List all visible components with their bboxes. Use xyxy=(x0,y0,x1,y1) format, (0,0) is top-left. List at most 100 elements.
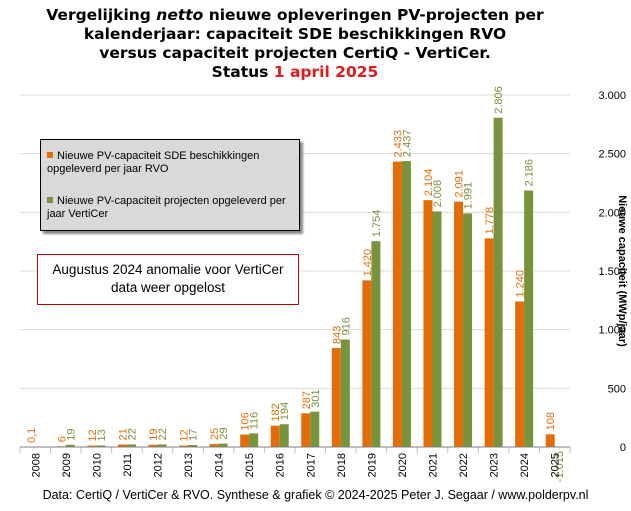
source-footer: Data: CertiQ / VertiCer & RVO. Synthese … xyxy=(42,488,589,502)
bar-sde-2016 xyxy=(270,425,280,447)
data-label-sde-2023: 1.778 xyxy=(484,207,496,235)
x-tick-label-2015: 2015 xyxy=(244,453,256,477)
bar-sde-2025 xyxy=(545,434,555,447)
bar-sde-2021 xyxy=(423,200,433,447)
data-label-verticer-2014: 29 xyxy=(218,427,230,439)
bar-verticer-2011 xyxy=(126,444,136,447)
bar-verticer-2013 xyxy=(188,445,198,447)
data-label-verticer-2012: 22 xyxy=(157,428,169,440)
bar-verticer-2023 xyxy=(493,117,503,447)
bar-sde-2013 xyxy=(179,445,189,447)
data-label-sde-2022: 2.091 xyxy=(454,170,466,198)
bar-verticer-2009 xyxy=(65,444,75,447)
bar-verticer-2020 xyxy=(401,161,411,448)
x-tick-label-2019: 2019 xyxy=(366,453,378,477)
bar-verticer-2022 xyxy=(463,213,473,447)
data-label-verticer-2020: 2.437 xyxy=(401,130,413,158)
x-tick-label-2014: 2014 xyxy=(214,453,226,477)
data-label-sde-2019: 1.420 xyxy=(362,249,374,277)
bar-verticer-2010 xyxy=(96,445,106,447)
legend-swatch-verticer xyxy=(47,197,53,203)
y-tick-label-0: 0 xyxy=(620,442,626,454)
y-axis-title: Nieuwe capaciteit (MWp/jaar) xyxy=(616,195,628,347)
data-label-verticer-2022: 1.991 xyxy=(463,182,475,210)
data-label-verticer-2017: 301 xyxy=(310,389,322,407)
x-tick-label-2021: 2021 xyxy=(428,453,440,477)
x-tick-label-2020: 2020 xyxy=(397,453,409,477)
x-tick-label-2023: 2023 xyxy=(489,453,501,477)
y-tick-label-2500: 2.500 xyxy=(598,149,626,161)
bar-sde-2023 xyxy=(484,238,494,447)
bar-sde-2020 xyxy=(392,161,402,447)
data-label-sde-2021: 2.104 xyxy=(423,169,435,197)
x-tick-label-2010: 2010 xyxy=(91,453,103,477)
data-label-sde-2020: 2.433 xyxy=(392,130,404,158)
x-tick-label-2013: 2013 xyxy=(183,453,195,477)
data-label-sde-2015: 106 xyxy=(240,412,252,430)
x-tick-label-2016: 2016 xyxy=(275,453,287,477)
data-label-verticer-2013: 17 xyxy=(188,429,200,441)
data-label-sde-2008: 0,1 xyxy=(26,428,38,443)
bar-sde-2015 xyxy=(240,434,250,447)
bar-sde-2012 xyxy=(148,444,158,447)
bar-sde-2017 xyxy=(301,413,311,447)
x-tick-label-2011: 2011 xyxy=(122,453,134,477)
x-tick-label-2009: 2009 xyxy=(61,453,73,477)
data-label-verticer-2015: 116 xyxy=(249,412,261,430)
x-tick-label-2018: 2018 xyxy=(336,453,348,477)
legend-label-verticer: Nieuwe PV-capaciteit projecten opgelever… xyxy=(47,195,286,220)
data-label-sde-2013: 12 xyxy=(179,429,191,441)
bar-verticer-2015 xyxy=(249,433,259,447)
bar-verticer-2021 xyxy=(432,211,442,447)
legend-item-verticer: Nieuwe PV-capaciteit projecten opgelever… xyxy=(47,195,297,221)
bar-sde-2024 xyxy=(515,301,525,447)
data-label-verticer-2024: 2.186 xyxy=(524,159,536,187)
bar-verticer-2014 xyxy=(218,443,228,447)
bar-sde-2011 xyxy=(117,444,127,447)
data-label-sde-2014: 25 xyxy=(209,428,221,440)
anomaly-note: Augustus 2024 anomalie voor VertiCer dat… xyxy=(37,254,299,305)
title-line4-pre: Status xyxy=(211,63,274,81)
chart-legend: Nieuwe PV-capaciteit SDE beschikkingen o… xyxy=(40,139,300,231)
data-label-sde-2016: 182 xyxy=(270,403,282,421)
y-tick-label-3000: 3.000 xyxy=(598,90,626,102)
data-label-sde-2018: 843 xyxy=(331,326,343,344)
title-status-date: 1 april 2025 xyxy=(273,63,379,81)
bar-sde-2010 xyxy=(87,445,97,447)
title-line3: versus capaciteit projecten CertiQ - Ver… xyxy=(99,44,491,62)
bar-sde-2019 xyxy=(362,280,372,447)
data-label-sde-2009: 6 xyxy=(56,436,68,442)
bar-sde-2022 xyxy=(454,201,464,447)
title-line1-italic: netto xyxy=(156,6,204,24)
data-label-verticer-2019: 1.754 xyxy=(371,210,383,238)
data-label-verticer-2010: 13 xyxy=(96,429,108,441)
x-tick-label-2022: 2022 xyxy=(458,453,470,477)
data-label-verticer-2023: 2.806 xyxy=(493,86,505,114)
data-label-sde-2012: 19 xyxy=(148,429,160,441)
x-tick-label-2024: 2024 xyxy=(519,453,531,477)
data-label-verticer-2011: 22 xyxy=(126,428,138,440)
chart-title: Vergelijking netto nieuwe opleveringen P… xyxy=(0,6,590,82)
bar-verticer-2017 xyxy=(310,411,320,447)
anomaly-note-text: Augustus 2024 anomalie voor VertiCer dat… xyxy=(52,262,284,295)
legend-swatch-sde xyxy=(47,152,53,158)
legend-label-sde: Nieuwe PV-capaciteit SDE beschikkingen o… xyxy=(47,150,260,175)
data-label-verticer-2021: 2.008 xyxy=(432,180,444,208)
legend-item-sde: Nieuwe PV-capaciteit SDE beschikkingen o… xyxy=(47,150,297,176)
data-label-verticer-2018: 916 xyxy=(340,317,352,335)
bar-verticer-2018 xyxy=(340,339,350,447)
data-label-sde-2024: 1.240 xyxy=(515,270,527,298)
x-tick-label-2025: 2025 xyxy=(550,453,562,477)
bar-sde-2014 xyxy=(209,444,219,447)
title-line1-post: nieuwe opleveringen PV-projecten per xyxy=(203,6,544,24)
x-tick-label-2012: 2012 xyxy=(153,453,165,477)
data-label-verticer-2009: 19 xyxy=(65,429,77,441)
y-tick-label-1500: 1.500 xyxy=(598,266,626,278)
data-label-sde-2010: 12 xyxy=(87,429,99,441)
title-line1-pre: Vergelijking xyxy=(46,6,157,24)
bar-sde-2018 xyxy=(331,348,341,447)
bar-verticer-2012 xyxy=(157,444,167,447)
bar-verticer-2024 xyxy=(524,190,534,447)
bar-verticer-2019 xyxy=(371,241,381,447)
